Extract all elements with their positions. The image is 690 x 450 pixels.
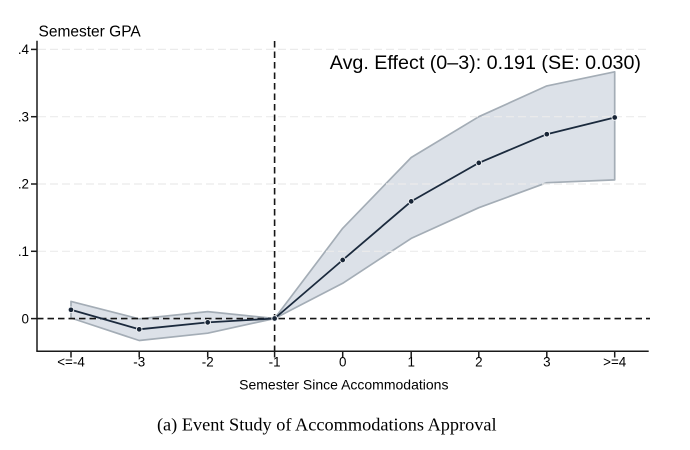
svg-text:.4: .4: [18, 42, 30, 57]
svg-text:Avg. Effect (0–3): 0.191 (SE:: Avg. Effect (0–3): 0.191 (SE: 0.030): [330, 52, 641, 74]
svg-text:(a) Event Study of Accommodati: (a) Event Study of Accommodations Approv…: [157, 415, 497, 436]
svg-text:-1: -1: [269, 355, 281, 370]
svg-text:Semester GPA: Semester GPA: [39, 24, 142, 41]
svg-text:.1: .1: [18, 244, 29, 259]
svg-text:>=4: >=4: [603, 355, 627, 370]
svg-text:3: 3: [543, 355, 550, 370]
svg-text:2: 2: [475, 355, 482, 370]
svg-text:<=-4: <=-4: [57, 355, 85, 370]
svg-text:.2: .2: [18, 177, 29, 192]
svg-text:0: 0: [339, 355, 346, 370]
svg-text:-2: -2: [202, 355, 214, 370]
svg-text:Semester Since Accommodations: Semester Since Accommodations: [239, 377, 448, 393]
svg-text:1: 1: [407, 355, 414, 370]
svg-text:.3: .3: [18, 109, 29, 124]
svg-text:-3: -3: [133, 355, 145, 370]
svg-text:0: 0: [22, 311, 29, 326]
